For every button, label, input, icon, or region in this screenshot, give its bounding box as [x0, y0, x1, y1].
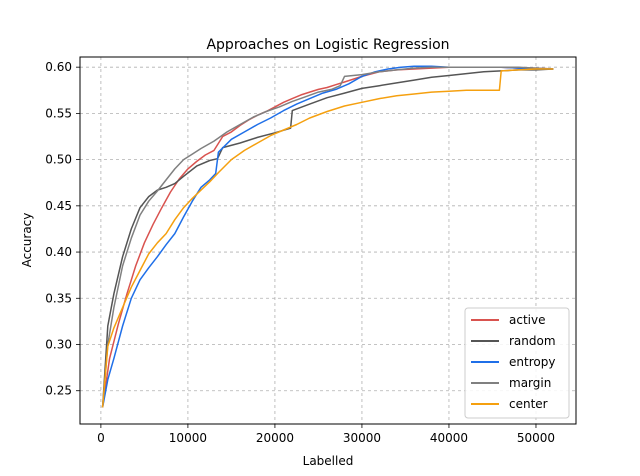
- legend-label-margin: margin: [509, 376, 551, 390]
- x-tick-label: 30000: [343, 431, 381, 445]
- gridlines: [80, 57, 576, 424]
- chart-title: Approaches on Logistic Regression: [206, 37, 449, 53]
- y-tick-label: 0.55: [45, 106, 72, 120]
- legend-box: [464, 307, 570, 419]
- x-tick-label: 0: [97, 431, 105, 445]
- y-axis-label: Accuracy: [20, 213, 34, 268]
- y-tick-label: 0.35: [45, 291, 72, 305]
- plot-frame: [79, 56, 577, 425]
- y-tick-label: 0.30: [45, 337, 72, 351]
- legend-label-center: center: [509, 397, 548, 411]
- legend-label-random: random: [509, 334, 556, 348]
- series-layer: [101, 65, 554, 408]
- y-tick-label: 0.40: [45, 245, 72, 259]
- y-tick-label: 0.45: [45, 199, 72, 213]
- legend-label-active: active: [509, 313, 545, 327]
- legend: active random entropy margin center: [464, 307, 570, 419]
- y-tick-label: 0.25: [45, 384, 72, 398]
- series-line-center: [101, 68, 554, 408]
- x-axis: 0 10000 20000 30000 40000 50000: [97, 424, 555, 445]
- legend-label-entropy: entropy: [509, 355, 555, 369]
- series-line-margin: [101, 66, 554, 408]
- x-tick-label: 40000: [430, 431, 468, 445]
- y-tick-label: 0.60: [45, 60, 72, 74]
- y-tick-label: 0.50: [45, 153, 72, 167]
- x-tick-label: 50000: [517, 431, 555, 445]
- x-tick-label: 10000: [169, 431, 207, 445]
- x-tick-label: 20000: [256, 431, 294, 445]
- x-axis-label: Labelled: [303, 454, 354, 468]
- series-line-random: [101, 68, 554, 408]
- y-axis: 0.25 0.30 0.35 0.40 0.45 0.50 0.55 0.60: [45, 60, 80, 398]
